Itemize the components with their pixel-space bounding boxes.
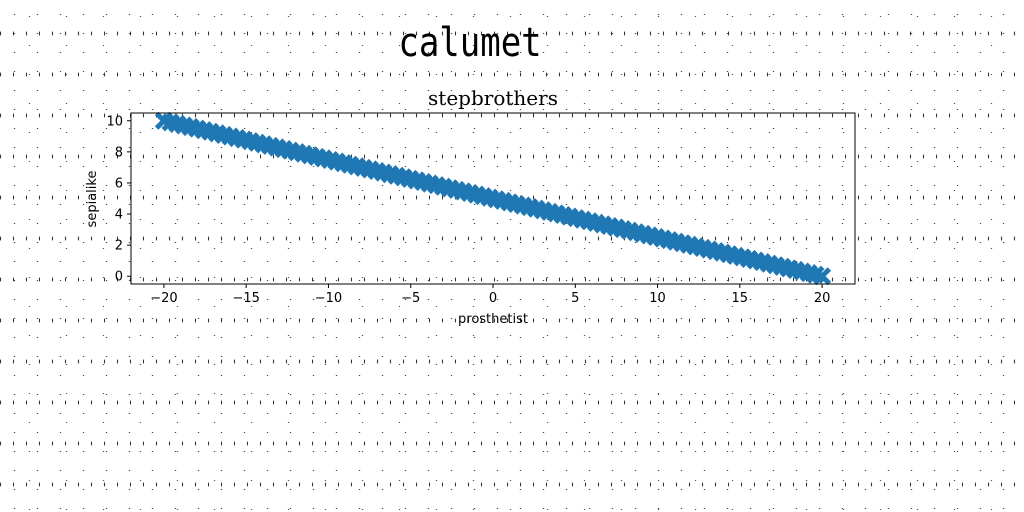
main-title: calumet <box>398 20 542 66</box>
y-tick-label: 2 <box>115 239 123 254</box>
y-tick-label: 6 <box>115 176 123 191</box>
x-tick-label: −15 <box>232 291 259 306</box>
data-point <box>813 267 832 286</box>
x-tick-label: −20 <box>150 291 177 306</box>
x-tick-label: −5 <box>401 291 420 306</box>
y-tick-label: 10 <box>106 114 123 129</box>
x-tick-label: 5 <box>571 291 579 306</box>
x-tick-label: 20 <box>814 291 831 306</box>
chart-title: stepbrothers <box>428 86 558 110</box>
x-tick-label: 10 <box>649 291 666 306</box>
x-tick-label: 15 <box>732 291 749 306</box>
y-tick-label: 8 <box>115 145 123 160</box>
y-axis-label: sepialike <box>85 171 100 228</box>
y-tick-label: 4 <box>115 208 123 223</box>
x-tick-label: 0 <box>489 291 497 306</box>
y-tick-label: 0 <box>115 270 123 285</box>
x-axis-label: prosthetist <box>458 312 528 327</box>
x-tick-label: −10 <box>315 291 342 306</box>
